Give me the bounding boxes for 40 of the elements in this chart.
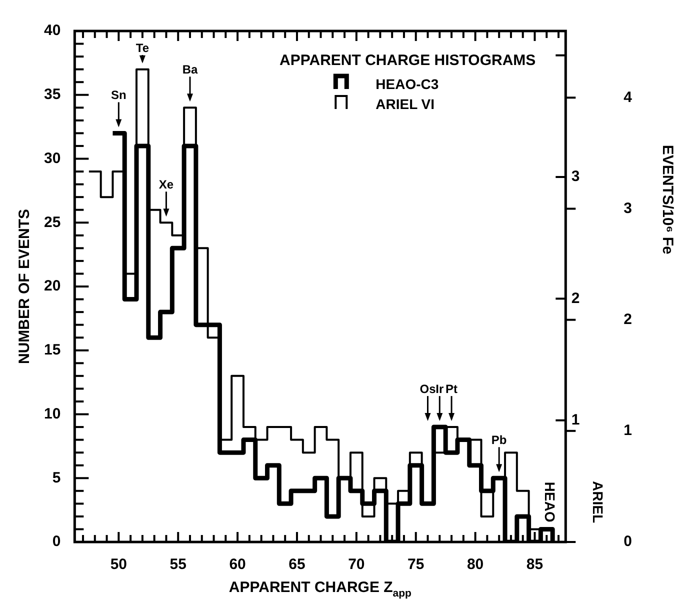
y-tick-label: 10 <box>44 405 61 422</box>
annotation: Sn <box>111 88 126 102</box>
x-tick-label: 70 <box>348 556 365 574</box>
x-tick-label: 65 <box>288 556 306 574</box>
annotation: Ba <box>182 62 198 77</box>
y-tick-label: 35 <box>44 86 61 104</box>
y3-tick-label: 0 <box>624 533 632 550</box>
y-axis-title: NUMBER OF EVENTS <box>16 208 34 364</box>
y-tick-label: 0 <box>52 533 61 550</box>
legend-label: ARIEL VI <box>376 96 435 112</box>
y3-tick-label: 3 <box>624 200 632 217</box>
x-tick-label: 50 <box>110 556 128 574</box>
x-tick-label: 55 <box>170 556 186 574</box>
y-tick-label: 30 <box>44 150 61 167</box>
y-tick-label: 20 <box>44 278 61 295</box>
y3-tick-label: 1 <box>624 422 632 440</box>
annotation: Te <box>136 41 150 55</box>
legend-label: HEAO-C3 <box>376 76 439 92</box>
annotation: Ir <box>436 382 444 396</box>
x-tick-label: 75 <box>408 556 424 574</box>
x-tick-label: 80 <box>466 556 484 574</box>
annotation: Xe <box>158 178 174 192</box>
y-tick-label: 25 <box>44 214 61 231</box>
y3-axis-title: ARIEL <box>590 481 606 524</box>
y-tick-label: 5 <box>52 469 61 486</box>
y-tick-label: 40 <box>44 22 61 40</box>
y3-tick-label: 2 <box>624 310 632 328</box>
text: EVENTS/10⁶ Fe <box>658 144 676 254</box>
x-tick-label: 60 <box>229 556 246 574</box>
y2-tick-label: 1 <box>571 411 580 428</box>
legend-title: APPARENT CHARGE HISTOGRAMS <box>280 52 536 69</box>
annotation: Pt <box>446 382 458 396</box>
y2-axis-title: HEAO <box>542 482 558 522</box>
x-tick-label: 85 <box>526 556 544 574</box>
y2-tick-label: 2 <box>571 290 580 307</box>
annotation: Os <box>420 382 436 396</box>
annotation: Pb <box>491 433 507 448</box>
y2-tick-label: 3 <box>571 168 580 186</box>
y3-tick-label: 4 <box>624 88 633 106</box>
y-tick-label: 15 <box>44 342 61 359</box>
